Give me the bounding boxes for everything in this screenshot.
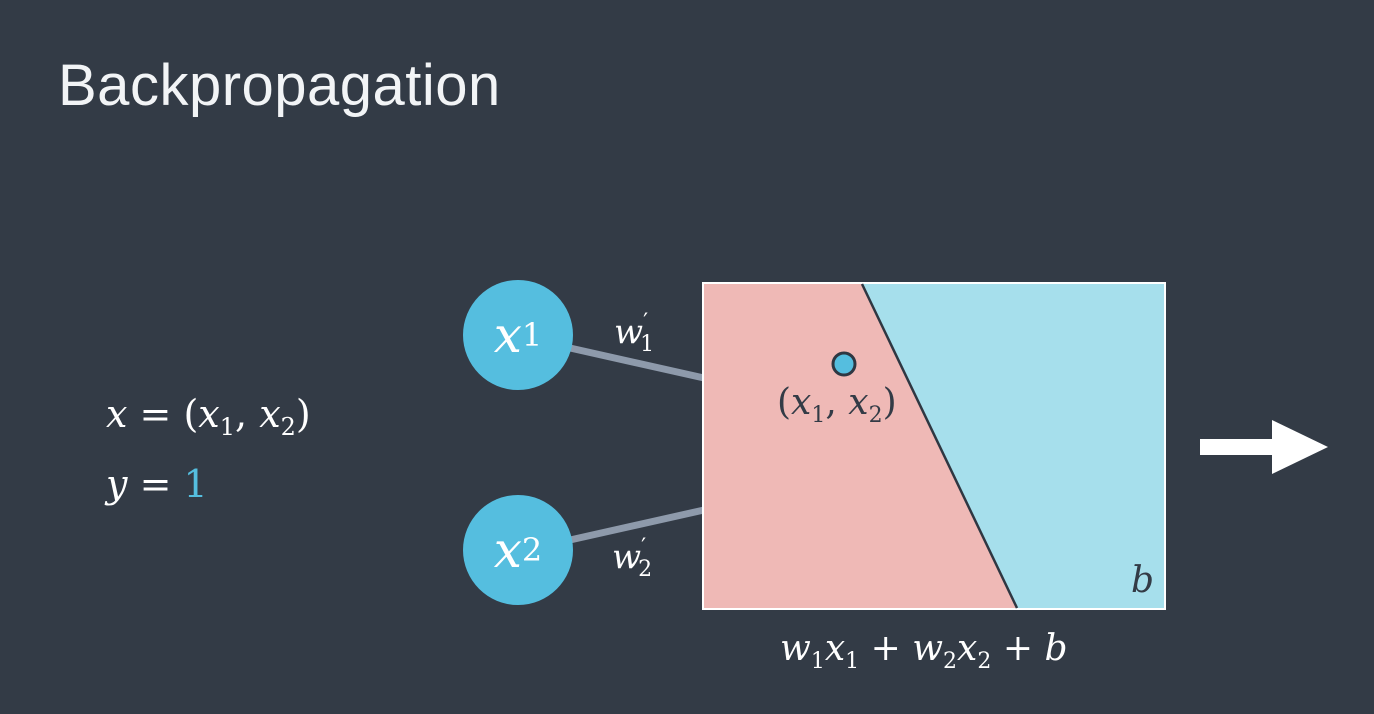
weight-prime: ′ bbox=[643, 310, 649, 335]
label-equation: y = 1 bbox=[106, 462, 208, 506]
x1-var: x bbox=[824, 628, 846, 669]
w2-var: w bbox=[912, 628, 944, 669]
equals-sign: = bbox=[139, 392, 172, 436]
edge-w2 bbox=[569, 506, 705, 544]
input-equation: x = (x1, x2) bbox=[106, 392, 311, 441]
right-arrow-icon bbox=[1200, 420, 1328, 474]
node-subscript: 2 bbox=[521, 531, 543, 569]
open-paren: ( bbox=[183, 392, 199, 436]
positive-region bbox=[862, 284, 1164, 608]
close-paren: ) bbox=[882, 382, 897, 423]
x1-subscript: 1 bbox=[845, 649, 860, 674]
y-value: 1 bbox=[183, 462, 208, 506]
boundary-line bbox=[860, 283, 1019, 609]
w1-subscript: 1 bbox=[810, 649, 825, 674]
x2-subscript: 2 bbox=[977, 649, 992, 674]
y-var: y bbox=[106, 462, 128, 506]
x1-var: x bbox=[198, 392, 220, 436]
point-label: (x1, x2) bbox=[777, 382, 897, 428]
weight-prime: ′ bbox=[641, 535, 647, 560]
bias-var: b bbox=[1044, 628, 1068, 669]
weight-var: w bbox=[614, 312, 644, 352]
w1-var: w bbox=[780, 628, 811, 669]
x2-var: x bbox=[957, 628, 978, 669]
weight-subscript: 2 bbox=[638, 557, 653, 582]
bias-label: b bbox=[1131, 560, 1155, 601]
close-paren: ) bbox=[295, 392, 311, 436]
comma: , bbox=[235, 392, 248, 436]
weight-label-w1: w′1 bbox=[614, 310, 654, 357]
node-var: x bbox=[493, 521, 522, 579]
point-x1-var: x bbox=[791, 382, 812, 423]
equals-sign: = bbox=[139, 462, 172, 506]
negative-region bbox=[704, 284, 1017, 608]
x2-var: x bbox=[259, 392, 281, 436]
linear-formula: w1x1 + w2x2 + b bbox=[780, 628, 1067, 674]
open-paren: ( bbox=[777, 382, 792, 423]
slide-title: Backpropagation bbox=[58, 53, 501, 118]
x-var: x bbox=[106, 392, 128, 436]
plus-sign: + bbox=[1002, 628, 1033, 669]
x1-subscript: 1 bbox=[219, 413, 236, 441]
data-point bbox=[831, 351, 857, 377]
weight-subscript: 1 bbox=[640, 332, 655, 357]
comma: , bbox=[825, 382, 837, 423]
node-var: x bbox=[493, 306, 522, 364]
decision-boundary-plot bbox=[702, 282, 1166, 610]
weight-label-w2: w′2 bbox=[612, 535, 652, 582]
plus-sign: + bbox=[870, 628, 901, 669]
w2-subscript: 2 bbox=[943, 649, 958, 674]
weight-var: w bbox=[612, 537, 642, 577]
node-subscript: 1 bbox=[521, 316, 543, 354]
point-x1-subscript: 1 bbox=[811, 403, 826, 428]
edge-w1 bbox=[569, 344, 705, 382]
x2-subscript: 2 bbox=[280, 413, 296, 441]
point-x2-subscript: 2 bbox=[868, 403, 883, 428]
point-x2-var: x bbox=[848, 382, 869, 423]
